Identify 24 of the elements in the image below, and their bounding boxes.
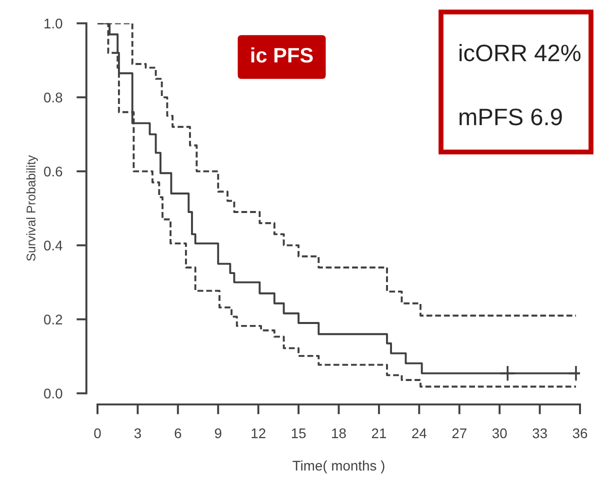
annotation: ic PFS [251, 47, 313, 63]
x-tick-label: 36 [572, 428, 588, 438]
x-tick-label: 12 [252, 428, 266, 438]
y-tick-label: 0.4 [44, 240, 62, 250]
x-tick-label: 27 [452, 428, 466, 438]
x-tick-label: 33 [532, 428, 547, 438]
x-tick-label: 3 [134, 428, 141, 438]
annotation: mPFS 6.9 [460, 108, 562, 126]
x-tick-label: 9 [214, 428, 222, 438]
y-tick-label: 0.8 [44, 92, 62, 102]
x-axis-title: Time( months ) [292, 460, 384, 474]
x-tick-label: 6 [174, 428, 182, 438]
y-axis-title: Survival Probability [26, 155, 38, 261]
x-tick-label: 18 [332, 428, 346, 438]
y-tick-label: 0.2 [44, 314, 62, 324]
x-tick-label: 24 [412, 428, 426, 438]
y-tick-label: 0.0 [44, 388, 62, 398]
x-tick-label: 0 [94, 428, 101, 438]
x-tick-label: 15 [292, 428, 306, 438]
x-tick-label: 30 [492, 428, 507, 438]
x-tick-label: 21 [372, 428, 386, 438]
y-tick-label: 0.6 [44, 166, 62, 176]
annotation: icORR 42% [460, 44, 580, 62]
y-tick-label: 1.0 [44, 18, 62, 28]
